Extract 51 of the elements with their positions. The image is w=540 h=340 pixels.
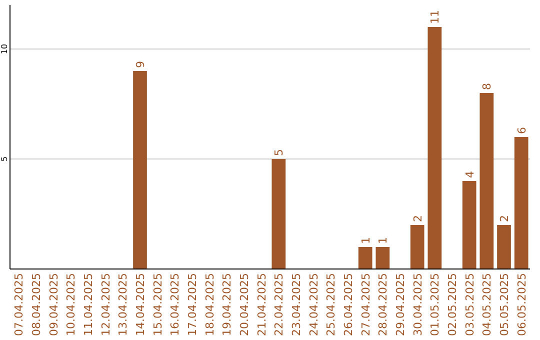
x-tick-label: 10.04.2025 — [64, 273, 78, 336]
data-label: 2 — [411, 215, 424, 222]
x-tick-label: 22.04.2025 — [272, 273, 286, 336]
data-label: 8 — [480, 83, 494, 90]
data-label: 5 — [272, 149, 286, 156]
x-tick-label: 20.04.2025 — [238, 273, 251, 336]
bar — [514, 137, 528, 269]
x-tick-label: 02.05.2025 — [446, 273, 459, 336]
x-tick-label: 25.04.2025 — [324, 273, 338, 336]
x-tick-label: 14.04.2025 — [134, 273, 147, 336]
x-tick-label: 13.04.2025 — [116, 273, 130, 336]
x-tick-label: 18.04.2025 — [203, 273, 216, 336]
data-label: 2 — [498, 215, 511, 222]
x-tick-label: 19.04.2025 — [220, 273, 234, 336]
x-tick-label: 15.04.2025 — [151, 273, 164, 336]
data-label: 1 — [359, 237, 372, 244]
x-tick-label: 03.05.2025 — [463, 273, 476, 336]
bar — [428, 27, 442, 269]
bar — [410, 225, 424, 269]
x-tick-label: 28.04.2025 — [376, 273, 390, 336]
x-tick-label: 01.05.2025 — [428, 273, 442, 336]
x-tick-label: 17.04.2025 — [186, 273, 199, 336]
bar — [462, 181, 476, 269]
x-tick-label: 09.04.2025 — [47, 273, 60, 336]
x-tick-label: 05.05.2025 — [498, 273, 511, 336]
x-tick-label: 26.04.2025 — [342, 273, 355, 336]
x-tick-label: 07.04.2025 — [12, 273, 26, 336]
y-tick-label: 10 — [0, 44, 9, 54]
bar — [480, 93, 494, 269]
x-tick-label: 06.05.2025 — [515, 273, 528, 336]
x-tick-label: 30.04.2025 — [411, 273, 424, 336]
data-label: 4 — [463, 171, 476, 178]
x-tick-label: 04.05.2025 — [480, 273, 494, 336]
x-tick-label: 08.04.2025 — [30, 273, 43, 336]
data-label: 1 — [376, 237, 390, 244]
x-tick-label: 12.04.2025 — [99, 273, 112, 336]
bar — [358, 247, 372, 269]
x-tick-label: 23.04.2025 — [290, 273, 303, 336]
x-tick-label: 27.04.2025 — [359, 273, 372, 336]
data-label: 6 — [515, 127, 528, 134]
data-label: 11 — [428, 10, 442, 24]
x-tick-label: 29.04.2025 — [394, 273, 407, 336]
bar — [497, 225, 511, 269]
bar — [376, 247, 390, 269]
x-tick-label: 11.04.2025 — [82, 273, 95, 336]
x-tick-label: 21.04.2025 — [255, 273, 268, 336]
bar — [133, 71, 147, 269]
data-label: 9 — [134, 61, 147, 68]
bar — [272, 159, 286, 269]
x-tick-label: 24.04.2025 — [307, 273, 320, 336]
x-tick-label: 16.04.2025 — [168, 273, 182, 336]
